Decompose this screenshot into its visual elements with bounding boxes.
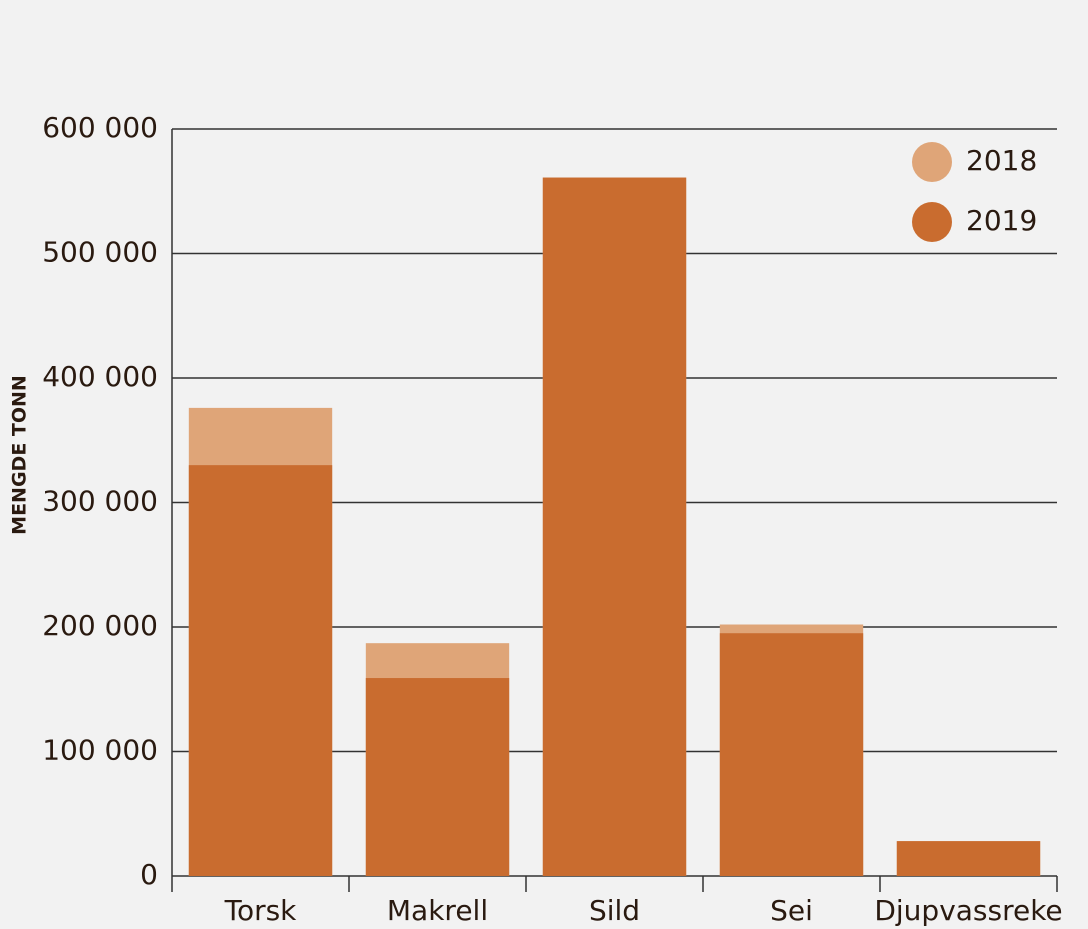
bar — [365, 678, 510, 876]
bar — [188, 465, 333, 876]
y-tick-label: 0 — [140, 858, 158, 891]
bar — [719, 633, 864, 876]
x-tick-label: Sild — [589, 894, 640, 927]
y-tick-label: 600 000 — [42, 111, 158, 144]
y-axis-label: MENGDE TONN — [9, 375, 31, 535]
x-tick-label: Sei — [770, 894, 813, 927]
y-tick-label: 100 000 — [42, 734, 158, 767]
legend-label: 2019 — [966, 204, 1037, 237]
x-tick-label: Djupvassreke — [874, 894, 1062, 927]
legend-label: 2018 — [966, 144, 1037, 177]
legend-swatch — [912, 202, 952, 242]
bar — [896, 841, 1041, 876]
y-tick-label: 200 000 — [42, 609, 158, 642]
y-tick-label: 300 000 — [42, 485, 158, 518]
bar — [542, 177, 687, 876]
x-tick-label: Torsk — [224, 894, 298, 927]
y-tick-label: 400 000 — [42, 360, 158, 393]
x-tick-label: Makrell — [387, 894, 488, 927]
legend-swatch — [912, 142, 952, 182]
y-tick-label: 500 000 — [42, 236, 158, 269]
